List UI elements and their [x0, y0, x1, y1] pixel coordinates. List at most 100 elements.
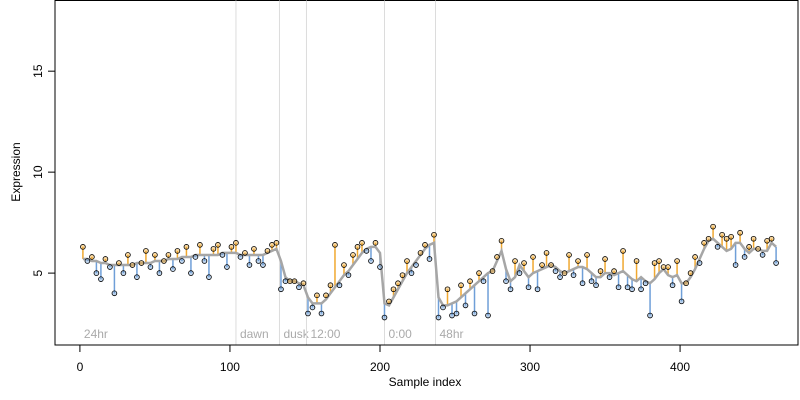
data-point — [647, 312, 653, 319]
data-point — [584, 252, 590, 258]
data-point — [296, 284, 302, 291]
y-tick-label: 5 — [31, 269, 45, 276]
data-point — [422, 242, 428, 248]
data-point — [332, 242, 338, 248]
data-point — [264, 248, 271, 254]
data-point — [768, 235, 775, 242]
data-point — [678, 298, 685, 305]
data-point — [336, 282, 343, 289]
data-point — [705, 235, 712, 242]
data-point — [381, 314, 388, 321]
data-point — [462, 302, 469, 309]
data-point — [233, 240, 239, 246]
event-label: 12:00 — [310, 327, 340, 341]
event-label: 48hr — [440, 327, 464, 341]
data-point — [206, 274, 212, 280]
data-point — [170, 266, 176, 272]
data-point — [399, 272, 406, 278]
data-point — [431, 231, 437, 238]
data-point — [714, 244, 721, 250]
data-point — [219, 252, 226, 258]
data-point — [278, 286, 284, 293]
data-point — [224, 264, 230, 270]
data-point — [683, 280, 689, 287]
data-point — [197, 242, 203, 248]
data-point — [723, 235, 730, 242]
data-point — [350, 252, 356, 258]
data-point — [309, 304, 316, 311]
data-point — [458, 282, 464, 289]
data-point — [228, 244, 235, 250]
data-point — [183, 244, 190, 250]
data-point — [494, 254, 500, 260]
data-point — [165, 252, 172, 258]
data-point — [174, 248, 181, 254]
data-point — [408, 270, 415, 276]
data-point — [89, 254, 95, 260]
data-point — [651, 260, 658, 266]
data-point — [476, 270, 482, 276]
data-point — [291, 278, 298, 284]
data-point — [377, 264, 383, 270]
data-point — [116, 260, 122, 266]
data-point — [390, 286, 397, 293]
data-point — [210, 246, 217, 252]
data-point — [728, 233, 734, 240]
data-point — [498, 238, 505, 244]
data-point — [215, 242, 221, 248]
data-point — [602, 256, 608, 262]
data-point — [575, 258, 581, 264]
data-point — [692, 254, 698, 260]
data-point — [543, 250, 550, 256]
data-point — [255, 258, 262, 264]
data-point — [386, 298, 392, 305]
data-point — [485, 312, 491, 319]
data-point — [282, 278, 289, 284]
data-point — [102, 256, 109, 262]
data-point — [539, 262, 545, 268]
data-point — [444, 286, 451, 293]
data-point — [111, 290, 118, 297]
data-point — [404, 258, 410, 264]
x-tick-label: 200 — [370, 360, 390, 374]
event-label: dusk — [283, 327, 309, 341]
data-point — [516, 270, 523, 276]
data-point — [138, 260, 145, 266]
data-point — [318, 310, 325, 317]
data-point — [156, 270, 163, 276]
x-tick-label: 0 — [77, 360, 84, 374]
data-point — [615, 284, 622, 291]
data-point — [449, 312, 455, 319]
data-point — [107, 264, 113, 270]
data-point — [561, 270, 568, 276]
event-label: 24hr — [84, 327, 108, 341]
data-point — [741, 254, 748, 260]
y-axis-title: Expression — [9, 142, 23, 201]
data-point — [710, 223, 716, 230]
data-point — [674, 258, 680, 264]
data-point — [417, 250, 424, 256]
data-point — [719, 231, 725, 238]
data-point — [606, 274, 613, 280]
data-point — [341, 262, 347, 268]
data-point — [548, 262, 554, 268]
data-point — [471, 310, 478, 317]
event-label: 0:00 — [388, 327, 412, 341]
data-point — [98, 276, 104, 282]
data-point — [755, 246, 761, 252]
data-point — [665, 264, 671, 270]
x-tick-label: 100 — [220, 360, 240, 374]
data-point — [629, 286, 635, 293]
data-point — [597, 268, 604, 274]
data-point — [201, 258, 208, 264]
data-point — [579, 280, 586, 287]
data-point — [503, 278, 509, 284]
data-point — [633, 258, 640, 264]
data-point — [300, 280, 307, 287]
data-point — [588, 278, 595, 284]
event-label: dawn — [240, 327, 269, 341]
trend-line — [82, 237, 777, 308]
data-point — [669, 282, 676, 289]
data-point — [152, 252, 158, 258]
